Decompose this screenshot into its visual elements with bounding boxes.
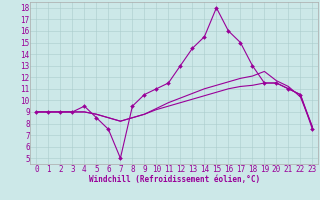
X-axis label: Windchill (Refroidissement éolien,°C): Windchill (Refroidissement éolien,°C) bbox=[89, 175, 260, 184]
